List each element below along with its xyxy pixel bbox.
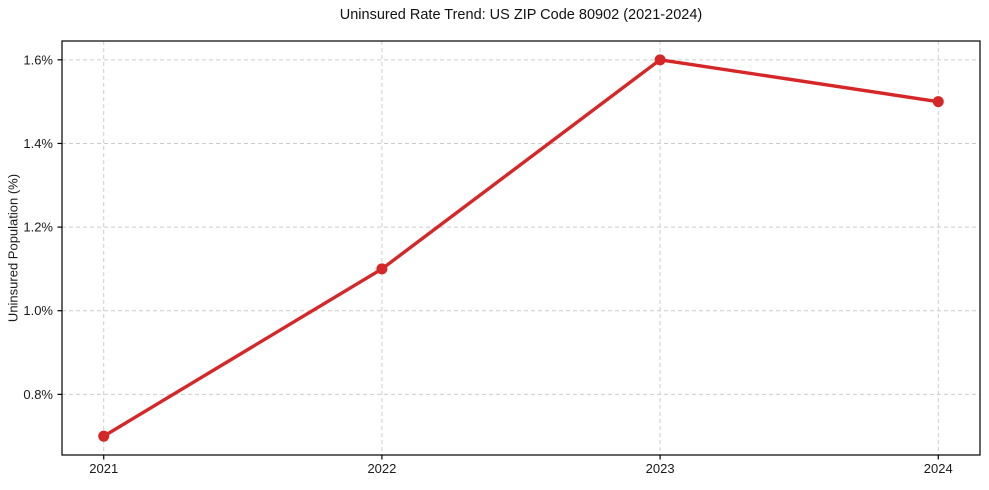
x-tick-label: 2023 — [646, 461, 675, 476]
data-point-marker — [932, 96, 944, 108]
x-tick-label: 2021 — [89, 461, 118, 476]
chart-title: Uninsured Rate Trend: US ZIP Code 80902 … — [339, 7, 703, 23]
trend-line — [102, 58, 940, 438]
y-tick-label: 0.8% — [23, 387, 53, 402]
data-point-marker — [98, 430, 110, 442]
y-tick-label: 1.6% — [23, 52, 53, 67]
data-point-marker — [376, 263, 388, 275]
data-point-marker — [654, 54, 666, 66]
x-tick-label: 2024 — [924, 461, 953, 476]
x-tick-label: 2022 — [367, 461, 396, 476]
plot-border — [61, 40, 981, 456]
y-tick-label: 1.0% — [23, 303, 53, 318]
y-tick-label: 1.2% — [23, 220, 53, 235]
y-tick-label: 1.4% — [23, 136, 53, 151]
